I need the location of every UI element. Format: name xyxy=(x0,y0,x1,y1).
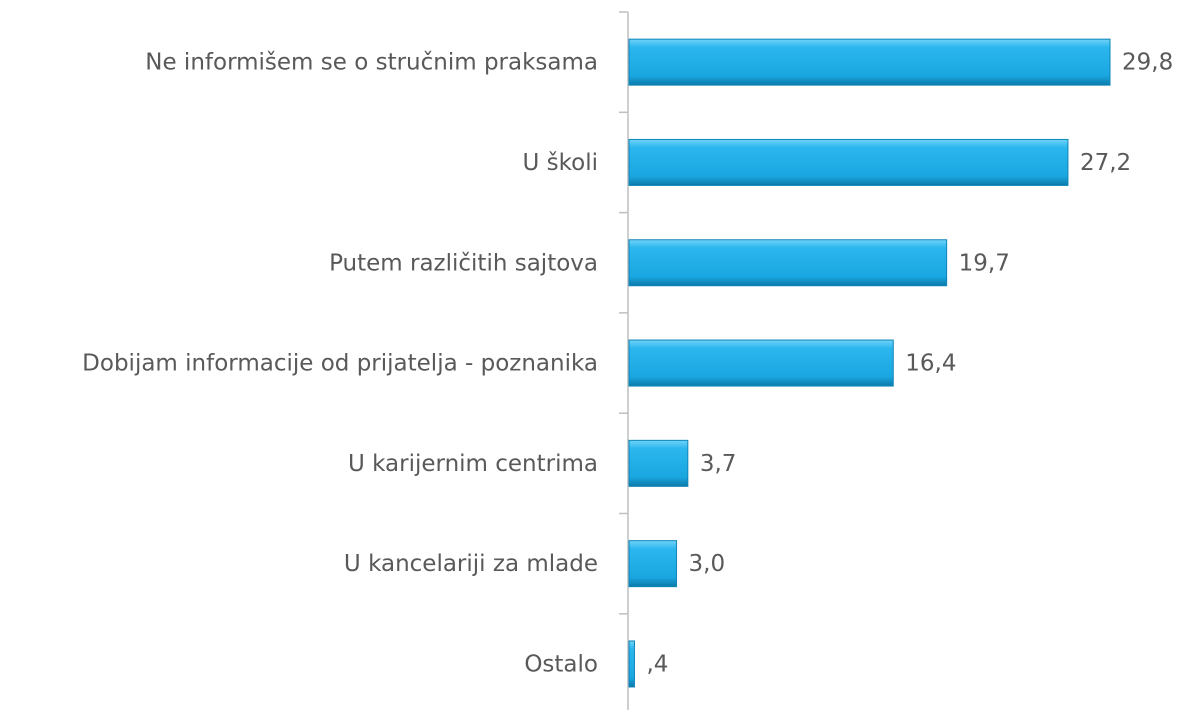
value-label: 16,4 xyxy=(905,351,956,377)
bar xyxy=(628,439,689,487)
bar xyxy=(628,640,635,688)
category-label: U školi xyxy=(523,150,598,176)
bar xyxy=(628,38,1111,86)
bar xyxy=(628,138,1069,186)
category-label: U karijernim centrima xyxy=(348,451,598,477)
value-label: 29,8 xyxy=(1122,50,1173,76)
category-label: Ostalo xyxy=(524,651,598,677)
value-label: 27,2 xyxy=(1080,150,1131,176)
category-label: Ne informišem se o stručnim praksama xyxy=(145,50,598,76)
category-label: Dobijam informacije od prijatelja - pozn… xyxy=(82,351,598,377)
bar xyxy=(628,239,948,287)
value-label: 19,7 xyxy=(959,250,1010,276)
category-label: Putem različitih sajtova xyxy=(329,250,598,276)
value-label: ,4 xyxy=(646,651,668,677)
bar xyxy=(628,339,894,387)
value-label: 3,7 xyxy=(700,451,737,477)
bar xyxy=(628,540,678,588)
value-label: 3,0 xyxy=(689,551,726,577)
category-label: U kancelariji za mlade xyxy=(344,551,598,577)
